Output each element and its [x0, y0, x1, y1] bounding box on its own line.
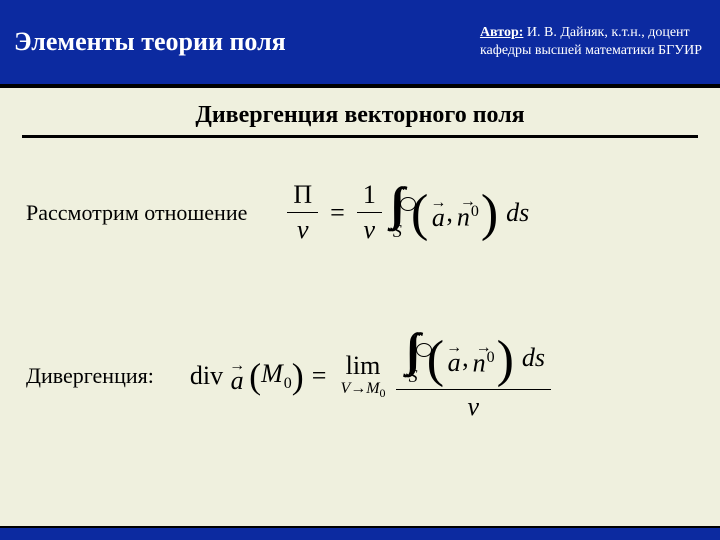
section-title: Дивергенция векторного поля: [0, 102, 720, 129]
row-ratio: Рассмотрим отношение Π v = 1 v ∫∫ S ( → …: [26, 178, 694, 247]
author-block: Автор: И. В. Дайняк, к.т.н., доцент кафе…: [480, 24, 702, 60]
lim-block: lim V→M0: [340, 353, 385, 399]
surface-integral: ∫∫ S: [390, 183, 405, 241]
vec-a: → a: [430, 195, 446, 231]
divergence-formula: div → a ( M0 ) = lim V→M0 ∫∫ S: [190, 327, 555, 424]
author-affiliation: кафедры высшей математики БГУИР: [480, 42, 702, 60]
course-title: Элементы теории поля: [14, 27, 286, 57]
slide-footer-bar: [0, 526, 720, 540]
sym-pi: Π: [287, 178, 318, 212]
sym-one: 1: [357, 178, 382, 212]
sym-v: v: [291, 213, 315, 247]
ratio-formula: Π v = 1 v ∫∫ S ( → a , → n0: [283, 178, 529, 247]
slide-content: Рассмотрим отношение Π v = 1 v ∫∫ S ( → …: [0, 138, 720, 424]
lim-fraction: ∫∫ S ( → a , → n0 ) ds: [396, 327, 551, 424]
sym-eq2: =: [312, 361, 327, 391]
vec-a2: → a: [229, 358, 245, 394]
sym-v2: v: [358, 213, 382, 247]
row-divergence: Дивергенция: div → a ( M0 ) = lim V→M0 ∫…: [26, 327, 694, 424]
sym-ds: ds: [506, 198, 529, 228]
sym-v3: v: [462, 390, 486, 424]
author-label: Автор:: [480, 25, 523, 40]
sym-eq: =: [330, 198, 345, 228]
author-name: И. В. Дайняк, к.т.н., доцент: [523, 25, 689, 40]
sym-div: div: [190, 361, 223, 391]
surface-integral-2: ∫∫ S: [406, 329, 421, 387]
vec-n: → n0: [457, 194, 479, 231]
sym-m: M: [261, 359, 283, 388]
divergence-label: Дивергенция:: [26, 363, 154, 389]
ratio-label: Рассмотрим отношение: [26, 200, 247, 226]
slide-header: Элементы теории поля Автор: И. В. Дайняк…: [0, 0, 720, 88]
